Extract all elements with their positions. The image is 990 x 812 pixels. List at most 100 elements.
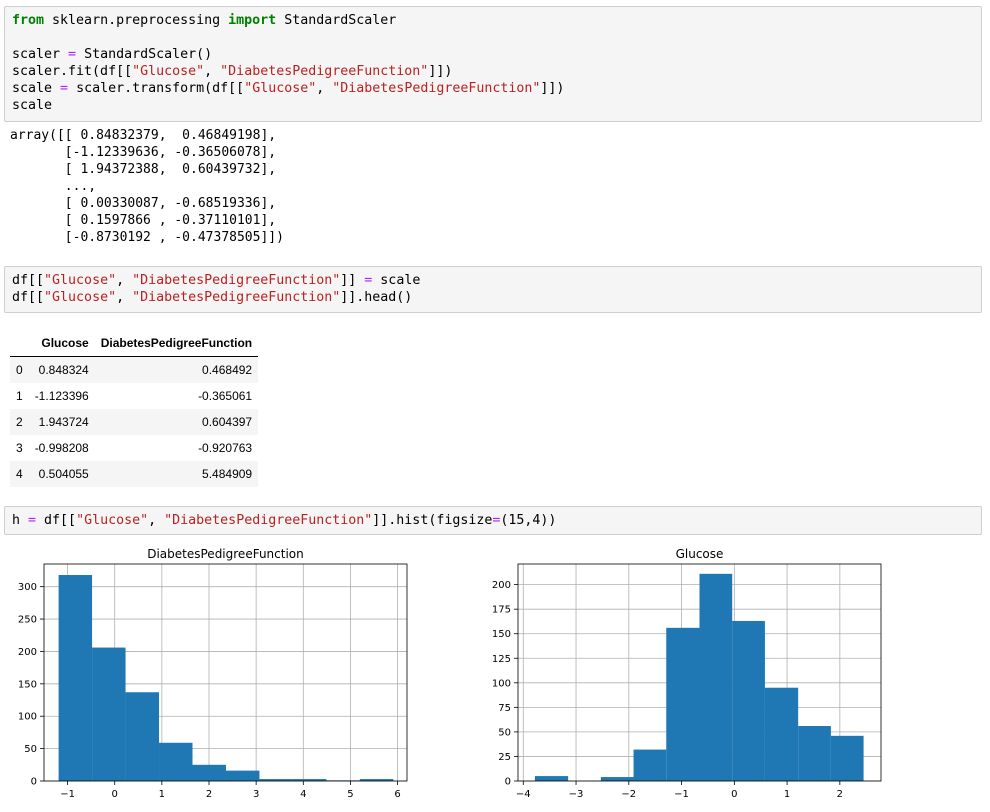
axes-frame xyxy=(517,563,882,782)
output-line: [ 0.00330087, -0.68519336], xyxy=(10,196,277,211)
output-line: [ 0.1597866 , -0.37110101], xyxy=(10,213,277,228)
histogram-bar xyxy=(359,779,394,781)
table-row: 1 -1.123396 -0.365061 xyxy=(10,383,258,409)
table-cell: 1.943724 xyxy=(38,415,89,429)
histogram-bar xyxy=(125,692,160,781)
code-line-fit: scaler.fit(df[["Glucose", "DiabetesPedig… xyxy=(12,64,453,79)
x-tick-label: −4 xyxy=(516,789,531,800)
code-line-import: from sklearn.preprocessing import Standa… xyxy=(12,13,397,28)
column-header: Glucose xyxy=(41,336,89,350)
x-tick-label: 3 xyxy=(253,789,259,800)
histogram-bar xyxy=(159,742,193,781)
table-cell: -0.998208 xyxy=(34,441,89,455)
cell-output-array: array([[ 0.84832379, 0.46849198], [-1.12… xyxy=(10,127,284,246)
x-tick-label: −1 xyxy=(674,789,689,800)
row-index: 0 xyxy=(16,363,23,377)
histogram-bar xyxy=(798,726,831,781)
table-cell: -0.365061 xyxy=(198,389,253,403)
table-row: 3 -0.998208 -0.920763 xyxy=(10,435,258,461)
y-tick-label: 300 xyxy=(18,582,37,593)
histogram-bar xyxy=(58,575,93,781)
code-line-transform: scale = scaler.transform(df[["Glucose", … xyxy=(12,81,565,96)
histogram-bar xyxy=(92,647,126,781)
dataframe-table: Glucose DiabetesPedigreeFunction 0 0.84832… xyxy=(10,330,259,487)
code-cell-assign-scale[interactable]: df[["Glucose", "DiabetesPedigreeFunction… xyxy=(4,266,982,313)
output-line: [ 1.94372388, 0.60439732], xyxy=(10,162,277,177)
histogram-bar xyxy=(292,779,327,781)
code-line-scale: scale xyxy=(12,98,53,113)
histogram-bar xyxy=(633,749,667,781)
y-tick-label: 175 xyxy=(492,605,511,616)
output-line: array([[ 0.84832379, 0.46849198], xyxy=(10,128,277,143)
histogram-diabetes-pedigree: −1 0 1 2 3 4 5 6 0 50 100 150 200 250 300 DiabetesPedig… xyxy=(18,547,408,800)
y-tick-label: 200 xyxy=(18,647,37,658)
table-row: 2 1.943724 0.604397 xyxy=(10,409,259,435)
table-cell: 0.848324 xyxy=(38,363,89,377)
y-tick-label: 100 xyxy=(18,712,37,723)
code-line-hist: h = df[["Glucose", "DiabetesPedigreeFunc… xyxy=(12,513,557,528)
y-tick-label: 0 xyxy=(31,777,37,788)
table-cell: 0.468492 xyxy=(202,363,253,377)
y-tick-label: 200 xyxy=(492,580,511,591)
histogram-bar xyxy=(666,627,700,781)
histogram-bar xyxy=(830,735,864,781)
column-header: DiabetesPedigreeFunction xyxy=(100,336,253,350)
y-tick-label: 150 xyxy=(492,629,511,640)
x-tick-label: 1 xyxy=(784,789,790,800)
code-cell-scaler[interactable]: from sklearn.preprocessing import Standa… xyxy=(4,6,982,122)
table-cell: 0.604397 xyxy=(202,415,253,429)
x-tick-label: 1 xyxy=(159,789,165,800)
y-tick-label: 150 xyxy=(18,679,37,690)
column-header xyxy=(10,330,29,357)
x-tick-label: −3 xyxy=(569,789,584,800)
y-tick-label: 50 xyxy=(498,727,511,738)
histogram-bar xyxy=(259,779,293,781)
table-cell: -0.920763 xyxy=(198,441,253,455)
y-tick-label: 25 xyxy=(498,752,511,763)
y-tick-label: 100 xyxy=(492,678,511,689)
x-tick-label: 5 xyxy=(347,789,353,800)
histogram-bar xyxy=(699,573,733,781)
row-index: 4 xyxy=(16,467,23,481)
y-tick-label: 125 xyxy=(492,654,511,665)
y-tick-label: 0 xyxy=(505,777,511,788)
table-row: 4 0.504055 5.484909 xyxy=(10,461,259,487)
code-line-assign: df[["Glucose", "DiabetesPedigreeFunction… xyxy=(12,273,421,288)
table-row: 0 0.848324 0.468492 xyxy=(10,356,259,383)
histogram-bar xyxy=(764,687,799,781)
table-cell: -1.123396 xyxy=(34,389,89,403)
histogram-glucose: −4 −3 −2 −1 0 1 2 0 25 50 75 100 125 150 175 200 Glucose xyxy=(492,547,882,800)
x-tick-label: −2 xyxy=(621,789,636,800)
x-tick-label: 2 xyxy=(837,789,843,800)
y-tick-label: 50 xyxy=(24,744,37,755)
row-index: 1 xyxy=(16,389,23,403)
code-line-scaler-init: scaler = StandardScaler() xyxy=(12,47,213,62)
output-line: [-1.12339636, -0.36506078], xyxy=(10,145,277,160)
table-cell: 0.504055 xyxy=(38,467,89,481)
output-line: ..., xyxy=(10,179,97,194)
axes-frame xyxy=(43,563,408,782)
code-cell-hist[interactable]: h = df[["Glucose", "DiabetesPedigreeFunc… xyxy=(4,506,982,535)
y-tick-label: 250 xyxy=(18,615,37,626)
row-index: 2 xyxy=(16,415,23,429)
x-tick-label: −1 xyxy=(60,789,75,800)
table-cell: 5.484909 xyxy=(202,467,253,481)
histogram-bar xyxy=(534,776,569,781)
histogram-bar xyxy=(600,777,634,781)
code-line-head: df[["Glucose", "DiabetesPedigreeFunction… xyxy=(12,290,413,305)
code-line-blank xyxy=(12,29,974,46)
x-tick-label: 0 xyxy=(112,789,118,800)
x-tick-label: 6 xyxy=(394,789,400,800)
x-tick-label: 0 xyxy=(731,789,737,800)
histogram-bar xyxy=(225,770,260,781)
x-tick-label: 2 xyxy=(206,789,212,800)
x-tick-label: 4 xyxy=(300,789,306,800)
output-line: [-0.8730192 , -0.47378505]]) xyxy=(10,230,284,245)
dataframe-header-row: Glucose DiabetesPedigreeFunction xyxy=(10,330,259,357)
chart-title: Glucose xyxy=(676,547,724,561)
row-index: 3 xyxy=(16,441,23,455)
chart-title: DiabetesPedigreeFunction xyxy=(147,547,304,561)
histogram-bar xyxy=(732,620,765,781)
histogram-bar xyxy=(192,764,226,781)
y-tick-label: 75 xyxy=(498,703,511,714)
